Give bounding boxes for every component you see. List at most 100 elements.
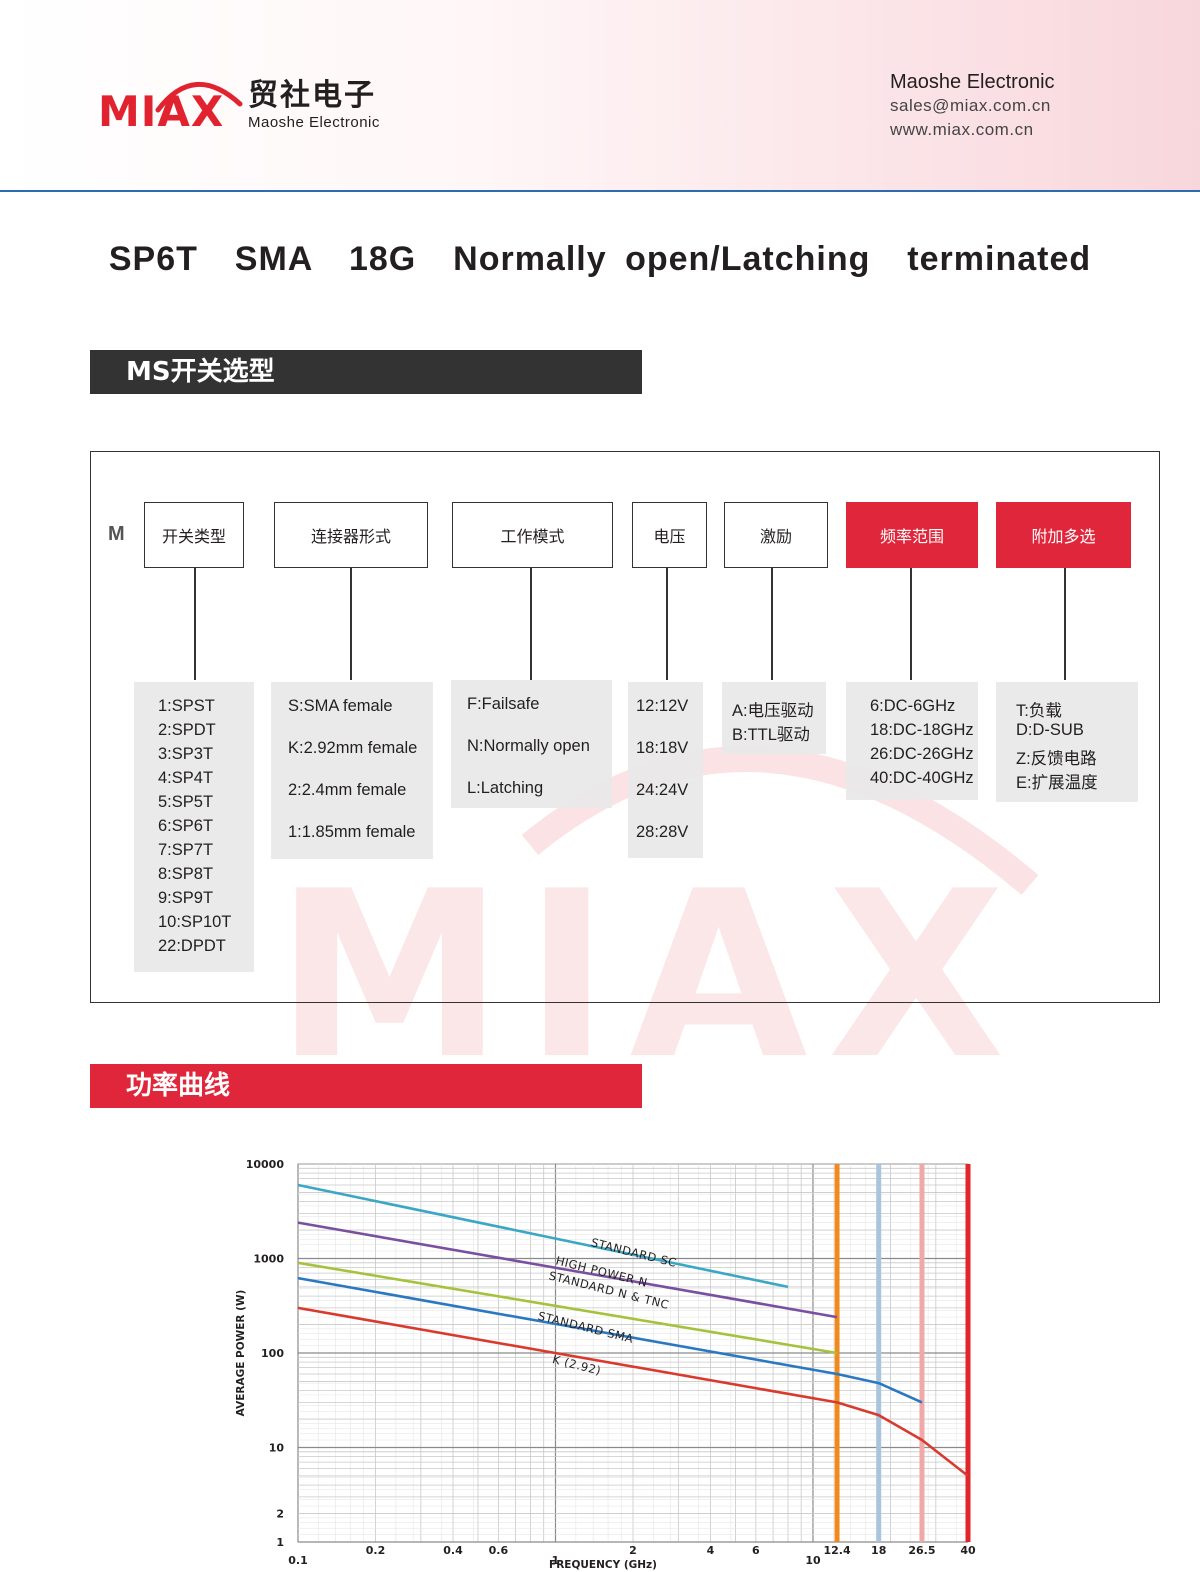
field-label: 开关类型 — [161, 529, 226, 546]
y-tick-label: 10 — [269, 1442, 285, 1455]
option-item: 1:1.85mm female — [288, 823, 416, 841]
x-tick-label: 2 — [629, 1544, 637, 1557]
x-tick-label: 26.5 — [908, 1544, 935, 1557]
logo: MIAX 贸社电子 Maoshe Electronic — [98, 66, 408, 136]
option-item: E:扩展温度 — [1016, 774, 1098, 792]
y-tick-label: 1 — [276, 1536, 284, 1549]
x-axis-label: FREQUENCY (GHz) — [549, 1559, 657, 1570]
grid-lines — [297, 1164, 969, 1543]
field-switch-type: 开关类型 — [144, 502, 244, 568]
x-tick-label: 0.2 — [366, 1544, 386, 1557]
logo-arc-icon — [155, 81, 243, 113]
x-tick-label: 4 — [707, 1544, 715, 1557]
header: MIAX 贸社电子 Maoshe Electronic Maoshe Elect… — [0, 0, 1200, 192]
field-drive: 激励 — [724, 502, 828, 568]
option-item: 8:SP8T — [158, 865, 214, 883]
x-tick-label: 0.4 — [443, 1544, 463, 1557]
option-item: 18:18V — [636, 739, 689, 757]
field-label: 频率范围 — [879, 529, 944, 546]
options-mode: F:Failsafe N:Normally open L:Latching — [451, 680, 612, 808]
option-item: 1:SPST — [158, 697, 215, 715]
option-item: 26:DC-26GHz — [870, 745, 974, 763]
options-extra: T:负载 D:D-SUB Z:反馈电路 E:扩展温度 — [996, 682, 1138, 802]
options-drive: A:电压驱动 B:TTL驱动 — [722, 682, 826, 754]
options-switch-type: 1:SPST 2:SPDT 3:SP3T 4:SP4T 5:SP5T 6:SP6… — [134, 682, 254, 972]
y-axis-label: AVERAGE POWER (W) — [235, 1290, 247, 1417]
logo-en-name: Maoshe Electronic — [248, 114, 380, 131]
field-label: 工作模式 — [500, 529, 565, 546]
logo-brand: MIAX — [98, 87, 225, 136]
field-frequency: 频率范围 — [846, 502, 978, 568]
option-item: D:D-SUB — [1016, 721, 1084, 739]
contact-email[interactable]: sales@miax.com.cn — [890, 96, 1051, 115]
option-item: 2:2.4mm female — [288, 781, 407, 799]
options-frequency: 6:DC-6GHz 18:DC-18GHz 26:DC-26GHz 40:DC-… — [846, 682, 978, 800]
x-tick-label: 1 — [552, 1554, 560, 1567]
option-item: 2:SPDT — [158, 721, 216, 739]
y-tick-label: 10000 — [246, 1158, 285, 1171]
company-name: Maoshe Electronic — [890, 71, 1055, 93]
section-power-heading: 功率曲线 — [90, 1064, 642, 1108]
option-item: 40:DC-40GHz — [870, 769, 974, 787]
x-tick-label: 10 — [805, 1554, 821, 1567]
x-tick-label: 6 — [752, 1544, 760, 1557]
x-tick-label: 0.1 — [288, 1554, 308, 1567]
selection-frame — [90, 451, 1160, 1003]
option-item: T:负载 — [1016, 702, 1062, 720]
x-tick-label: 0.6 — [489, 1544, 509, 1557]
y-tick-label: 2 — [276, 1508, 284, 1521]
option-item: 7:SP7T — [158, 841, 214, 859]
field-label: 连接器形式 — [310, 529, 391, 546]
options-connector: S:SMA female K:2.92mm female 2:2.4mm fem… — [271, 682, 433, 859]
series-line — [297, 1276, 923, 1404]
connector-line — [666, 568, 668, 680]
option-item: B:TTL驱动 — [732, 726, 810, 744]
option-item: 22:DPDT — [158, 937, 226, 955]
option-item: N:Normally open — [467, 737, 590, 755]
y-tick-label: 1000 — [253, 1253, 284, 1266]
field-label: 附加多选 — [1031, 529, 1096, 546]
contact-block: Maoshe Electronic sales@miax.com.cn www.… — [890, 70, 1055, 142]
field-connector: 连接器形式 — [274, 502, 428, 568]
option-item: S:SMA female — [288, 697, 393, 715]
option-item: 18:DC-18GHz — [870, 721, 974, 739]
connector-line — [771, 568, 773, 680]
option-item: 10:SP10T — [158, 913, 232, 931]
option-item: 6:DC-6GHz — [870, 697, 956, 715]
page-title: SP6T SMA 18G Normally open/Latching term… — [108, 240, 1092, 278]
option-item: L:Latching — [467, 779, 544, 797]
series-line — [297, 1306, 969, 1477]
option-item: 24:24V — [636, 781, 689, 799]
y-tick-label: 100 — [261, 1347, 284, 1360]
x-tick-label: 12.4 — [823, 1544, 850, 1557]
field-mode: 工作模式 — [452, 502, 613, 568]
series-line — [297, 1261, 838, 1355]
option-item: 6:SP6T — [158, 817, 214, 835]
connector-line — [530, 568, 532, 680]
option-item: Z:反馈电路 — [1016, 750, 1097, 768]
series-line — [297, 1183, 789, 1289]
option-item: 28:28V — [636, 823, 689, 841]
option-item: 12:12V — [636, 697, 689, 715]
option-item: 4:SP4T — [158, 769, 214, 787]
options-voltage: 12:12V 18:18V 24:24V 28:28V — [628, 682, 703, 858]
model-prefix: M — [108, 523, 125, 545]
field-options: 附加多选 — [996, 502, 1131, 568]
contact-website[interactable]: www.miax.com.cn — [890, 120, 1034, 139]
connector-line — [910, 568, 912, 680]
x-tick-label: 40 — [960, 1544, 976, 1557]
x-tick-label: 18 — [871, 1544, 886, 1557]
series-line — [297, 1221, 838, 1319]
field-label: 激励 — [759, 529, 792, 546]
connector-line — [350, 568, 352, 680]
option-item: 5:SP5T — [158, 793, 214, 811]
option-item: 9:SP9T — [158, 889, 214, 907]
logo-cn-name: 贸社电子 — [248, 78, 376, 113]
option-item: F:Failsafe — [467, 695, 540, 713]
option-item: A:电压驱动 — [732, 702, 814, 720]
field-voltage: 电压 — [632, 502, 707, 568]
field-label: 电压 — [653, 529, 686, 546]
option-item: K:2.92mm female — [288, 739, 418, 757]
connector-line — [194, 568, 196, 680]
